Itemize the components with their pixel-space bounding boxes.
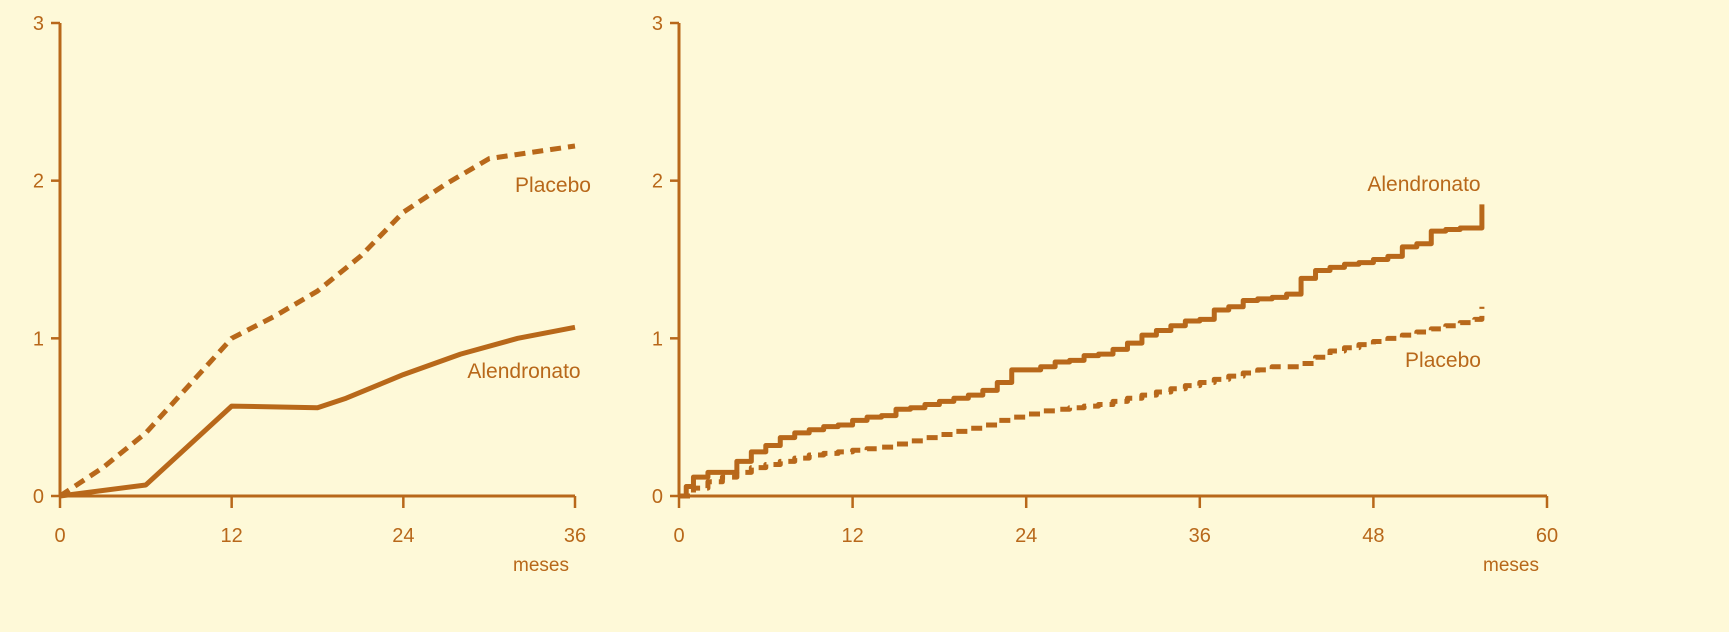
y-tick-label: 3 [652,13,663,35]
series-line-alendronato [59,324,576,499]
x-tick-label: 0 [54,525,65,547]
x-tick-label: 48 [1362,525,1384,547]
y-tick-label: 2 [652,171,663,193]
x-tick-label: 12 [221,525,243,547]
series-label-placebo: Placebo [515,174,591,197]
series-label-placebo: Placebo [1405,349,1481,372]
series-line-placebo [679,306,1485,499]
y-tick-label: 0 [33,486,44,508]
series-line-placebo [58,143,576,499]
x-tick-label: 36 [564,525,586,547]
series-line-alendronato [679,204,1485,499]
series-label-alendronato: Alendronato [1367,173,1480,196]
y-tick-label: 2 [33,171,44,193]
x-tick-label: 24 [1015,525,1037,547]
x-tick-label: 24 [392,525,414,547]
x-tick-label: 60 [1536,525,1558,547]
x-axis-label: meses [513,555,569,576]
y-tick-label: 0 [652,486,663,508]
x-tick-label: 36 [1189,525,1211,547]
x-tick-label: 0 [673,525,684,547]
y-tick-label: 3 [33,13,44,35]
x-tick-label: 12 [841,525,863,547]
series-label-alendronato: Alendronato [467,360,580,383]
y-tick-label: 1 [33,328,44,350]
x-axis-label: meses [1483,555,1539,576]
y-tick-label: 1 [652,328,663,350]
